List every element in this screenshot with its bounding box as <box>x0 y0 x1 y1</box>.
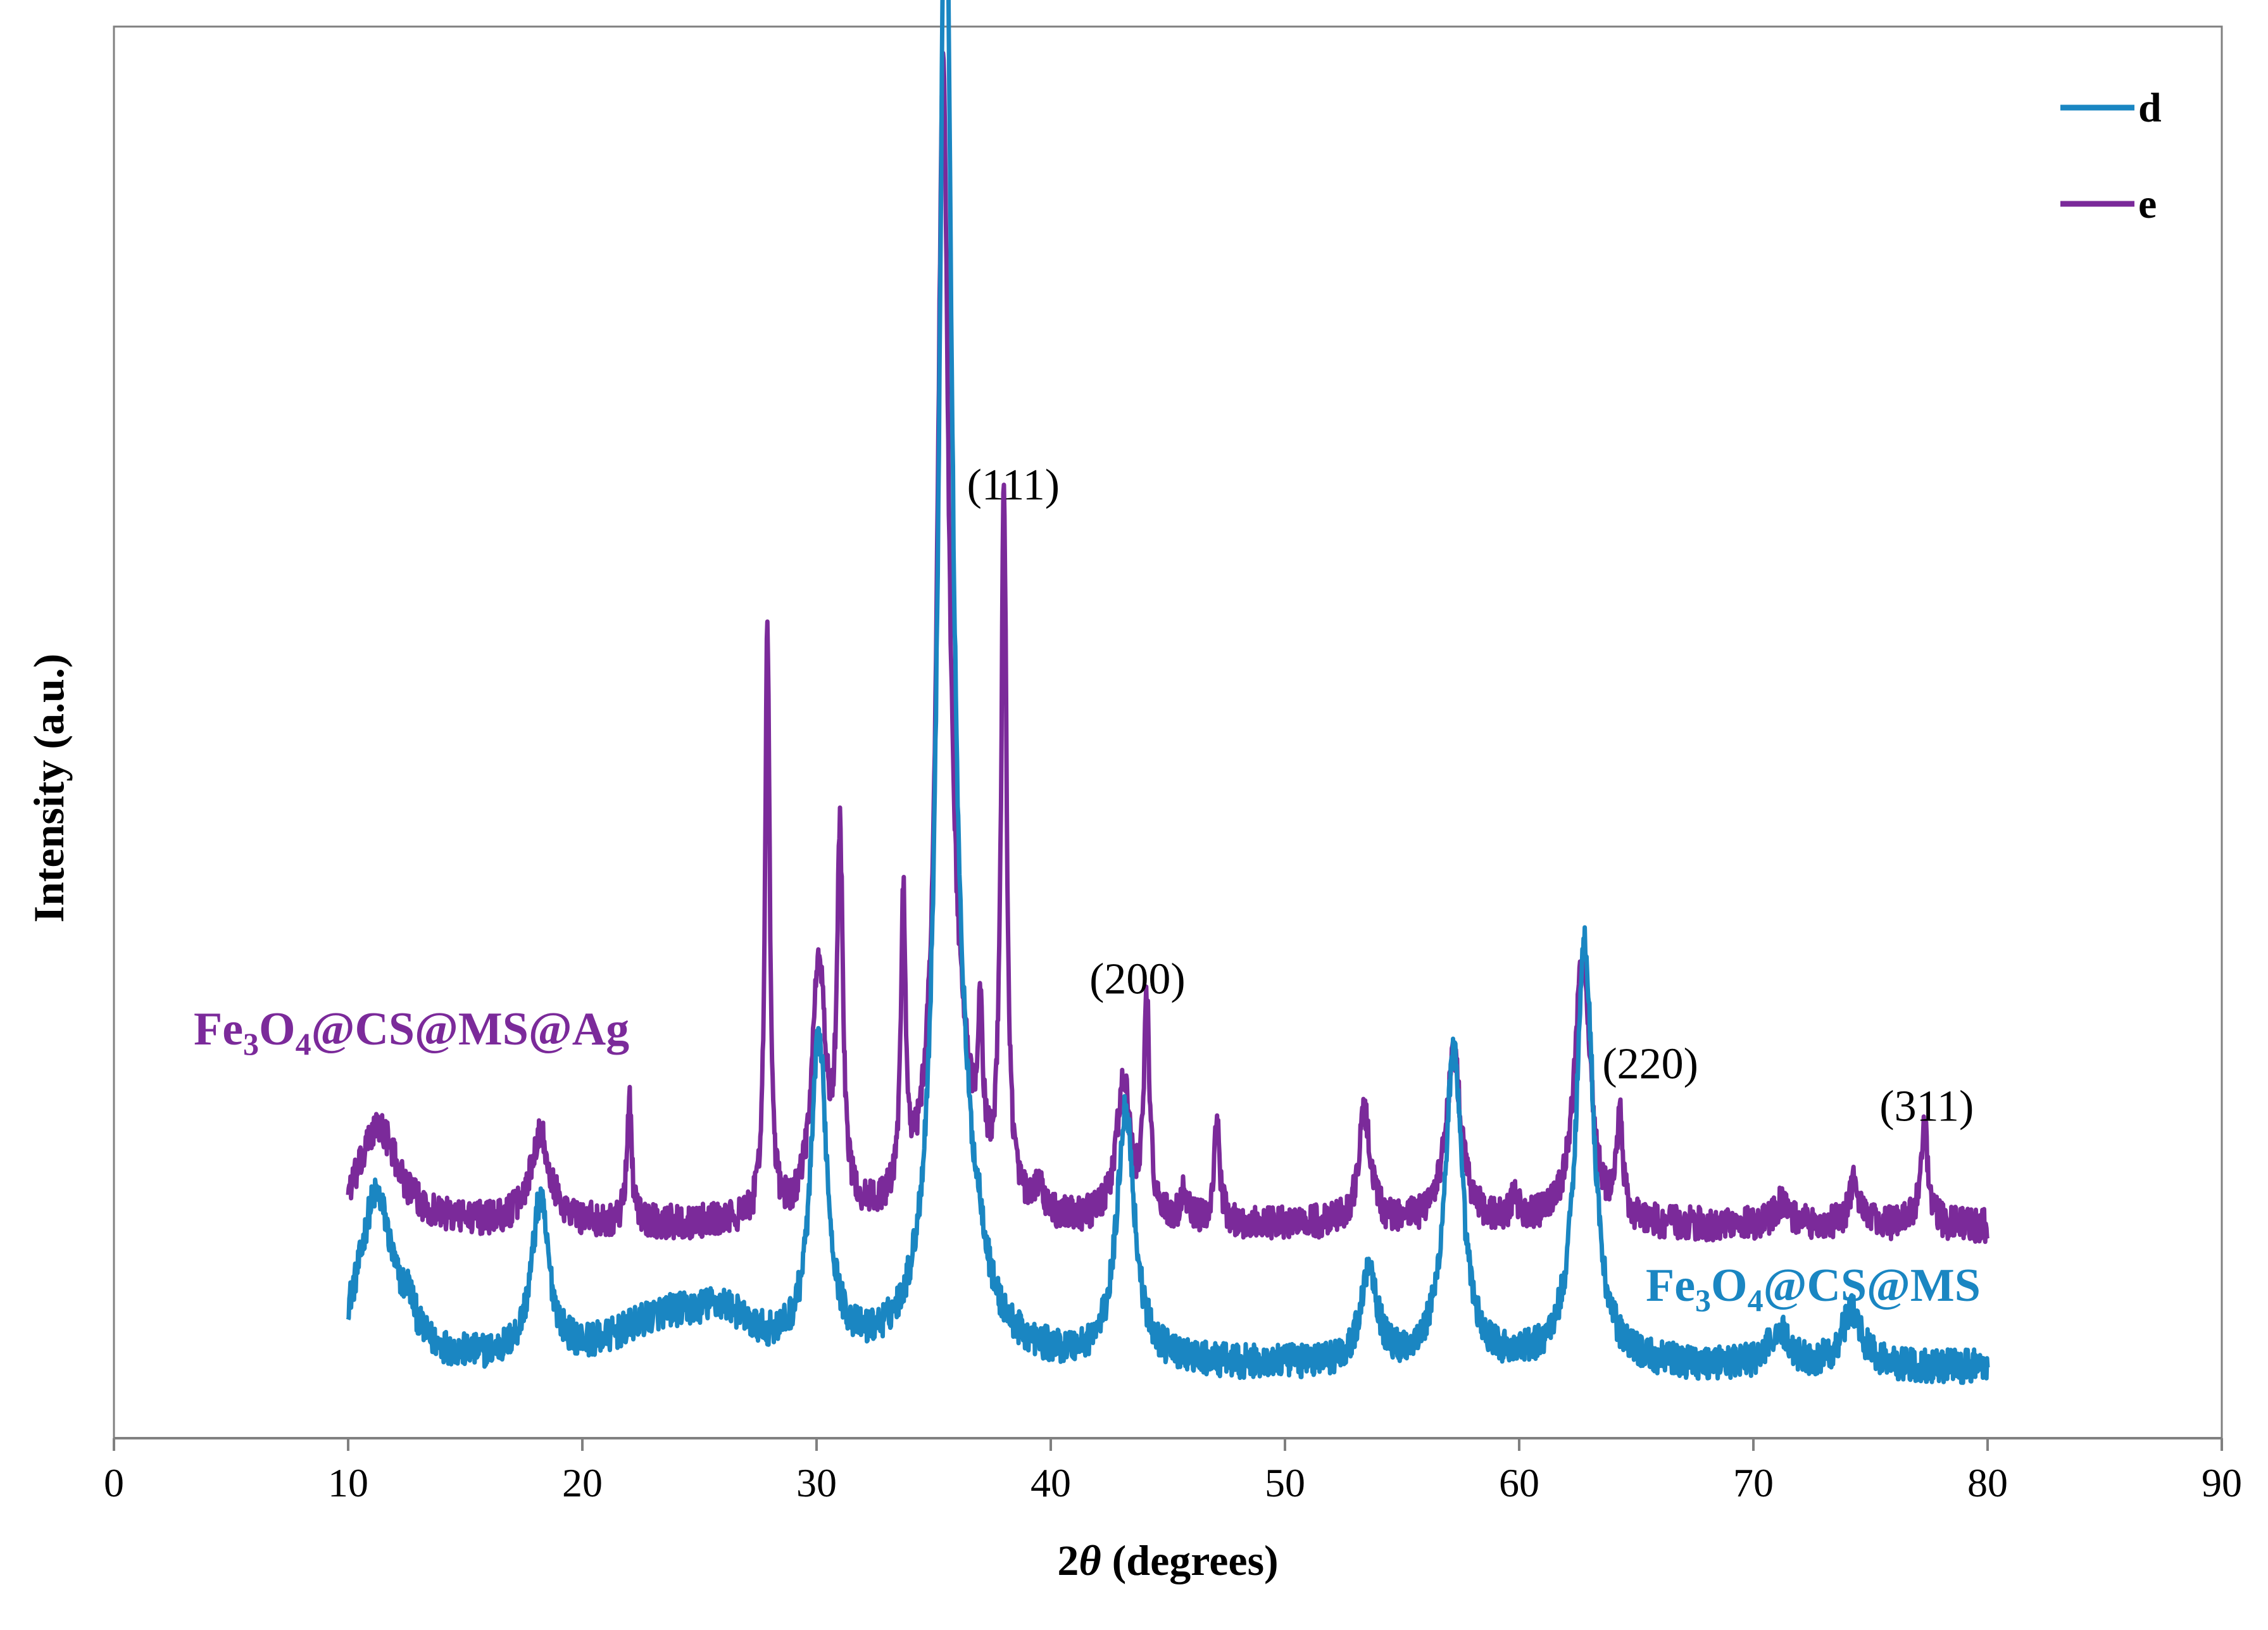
x-tick-label: 0 <box>104 1460 124 1505</box>
peak-annotation: (311) <box>1879 1082 1974 1131</box>
x-axis-title-prefix: 2 <box>1057 1536 1079 1584</box>
sample-label-d: Fe3O4@CS@MS <box>1646 1260 1981 1318</box>
peak-annotation: (200) <box>1089 955 1186 1004</box>
x-tick-label: 40 <box>1031 1460 1071 1505</box>
x-axis-title: 2θ (degrees) <box>1057 1536 1278 1584</box>
x-tick-label: 80 <box>1967 1460 2008 1505</box>
sample-label-e: Fe3O4@CS@MS@Ag <box>194 1003 629 1062</box>
legend: d e <box>2060 85 2162 227</box>
x-tick-label: 20 <box>562 1460 603 1505</box>
y-axis-title: Intensity (a.u.) <box>25 653 73 922</box>
series-e-line <box>346 51 1990 1244</box>
x-tick-label: 50 <box>1265 1460 1305 1505</box>
legend-label-d: d <box>2138 85 2162 131</box>
peak-annotation: (111) <box>967 461 1060 510</box>
series-e-group <box>346 51 1990 1244</box>
x-tick-label: 90 <box>2202 1460 2242 1505</box>
legend-label-e: e <box>2138 181 2157 227</box>
x-tick-label: 60 <box>1499 1460 1539 1505</box>
x-tick-label: 70 <box>1733 1460 1774 1505</box>
series-d-line <box>346 0 1990 1385</box>
x-tick-label: 30 <box>796 1460 837 1505</box>
series-d-group <box>346 0 1990 1385</box>
x-axis-ticks: 0 10 20 30 40 50 60 70 80 90 <box>104 1438 2242 1505</box>
x-axis-title-suffix: (degrees) <box>1101 1536 1279 1584</box>
peak-annotations: (111) (200) (220) (311) <box>967 461 1974 1131</box>
x-tick-label: 10 <box>328 1460 368 1505</box>
peak-annotation: (220) <box>1602 1039 1698 1088</box>
x-axis-title-theta: θ <box>1079 1536 1101 1584</box>
